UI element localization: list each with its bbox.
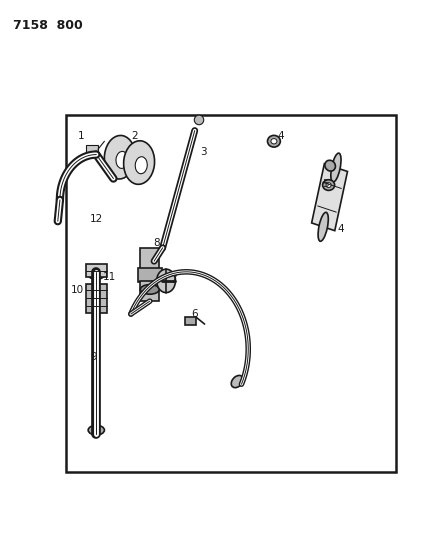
Ellipse shape [140, 285, 159, 294]
Ellipse shape [325, 160, 336, 171]
Text: 9: 9 [91, 352, 98, 362]
Ellipse shape [323, 180, 335, 190]
Ellipse shape [116, 151, 128, 168]
Text: 12: 12 [90, 214, 103, 223]
Text: 4: 4 [277, 131, 284, 141]
Text: 7158  800: 7158 800 [13, 19, 83, 31]
Bar [185, 317, 196, 325]
Bar [140, 248, 159, 269]
Text: 1: 1 [78, 131, 85, 141]
Ellipse shape [231, 375, 243, 387]
Text: 6: 6 [191, 310, 198, 319]
Ellipse shape [326, 183, 331, 188]
Text: 3: 3 [200, 147, 207, 157]
Bar [86, 145, 98, 154]
Circle shape [157, 269, 175, 293]
Ellipse shape [88, 425, 104, 435]
Text: 10: 10 [71, 286, 83, 295]
Text: 2: 2 [131, 131, 138, 141]
Bar [86, 284, 107, 313]
Text: 5: 5 [322, 179, 329, 189]
Ellipse shape [124, 141, 155, 184]
Bar [140, 281, 159, 301]
Ellipse shape [331, 153, 341, 182]
Ellipse shape [318, 212, 328, 241]
Text: 7: 7 [170, 275, 177, 285]
Ellipse shape [194, 115, 204, 125]
Ellipse shape [271, 139, 277, 144]
Text: 8: 8 [153, 238, 160, 247]
Bar [138, 268, 162, 282]
Ellipse shape [268, 135, 280, 147]
Ellipse shape [104, 135, 135, 179]
Text: 4: 4 [337, 224, 344, 234]
Ellipse shape [88, 270, 104, 279]
Bar [86, 264, 107, 277]
Ellipse shape [135, 157, 147, 174]
Polygon shape [312, 164, 348, 231]
Text: 11: 11 [103, 272, 116, 282]
Bar [66, 115, 396, 472]
